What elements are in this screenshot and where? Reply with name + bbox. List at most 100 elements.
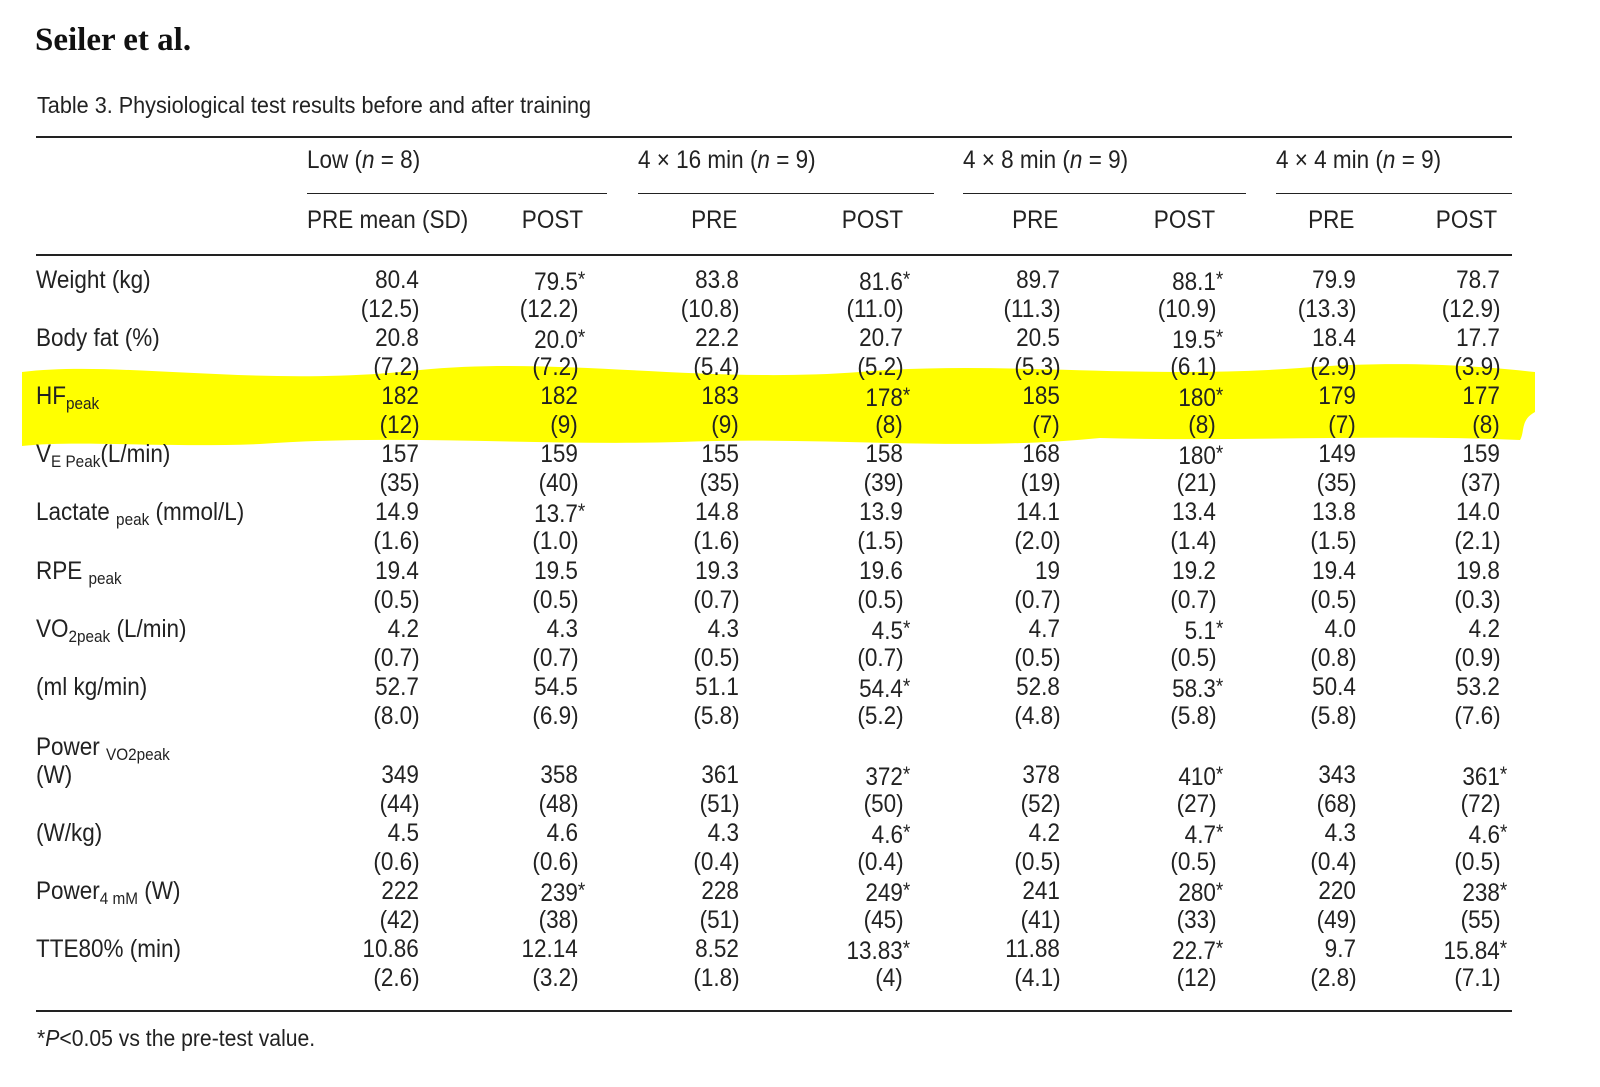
sd-value: (0.7) [692,586,740,614]
row-label: Lactate peak (mmol/L) [36,498,245,529]
mean-value: 13.4 [1172,498,1217,526]
mean-value: 19.2 [1172,557,1217,585]
mean-value: 180* [1178,442,1224,470]
mean-value: 4.3 [546,615,579,643]
mean-value: 22.2 [695,324,740,352]
column-subheader: POST [1153,206,1215,234]
mean-value: 80.4 [375,266,420,294]
mean-value: 14.1 [1016,498,1061,526]
group-header: 4 × 4 min (n = 9) [1276,146,1442,174]
group-rule-4 [1276,193,1512,194]
mean-value: 20.8 [375,324,420,352]
mean-value: 52.7 [375,673,420,701]
sd-value: (1.6) [692,527,740,555]
sd-value: (2.1) [1453,527,1501,555]
mean-value: 58.3* [1172,675,1224,703]
mean-value: 4.5* [871,617,911,645]
mean-value: 183 [701,382,740,410]
sd-value: (7.6) [1453,702,1501,730]
column-subheader: POST [521,206,583,234]
mean-value: 4.6 [546,819,579,847]
sd-value: (13.3) [1297,295,1357,323]
mean-value: 78.7 [1456,266,1501,294]
mean-value: 13.7* [534,500,586,528]
mean-value: 19 [1035,557,1061,585]
mean-value: 4.2 [1028,819,1061,847]
sd-value: (52) [1020,790,1061,818]
sd-value: (55) [1460,906,1501,934]
sd-value: (50) [863,790,904,818]
sd-value: (0.7) [1013,586,1061,614]
sd-value: (48) [538,790,579,818]
sd-value: (42) [379,906,420,934]
mean-value: 53.2 [1456,673,1501,701]
column-subheader: PRE [1011,206,1058,234]
row-label: HFpeak [36,382,100,413]
sd-value: (6.1) [1169,353,1217,381]
sd-value: (0.9) [1453,644,1501,672]
row-label: (W/kg) [36,819,103,847]
sd-value: (7.2) [531,353,579,381]
sd-value: (7.2) [372,353,420,381]
sd-value: (37) [1460,469,1501,497]
sd-value: (0.5) [531,586,579,614]
mean-value: 378 [1022,761,1061,789]
mean-value: 158 [865,440,904,468]
sd-value: (12) [379,411,420,439]
mean-value: 13.8 [1312,498,1357,526]
sd-value: (41) [1020,906,1061,934]
mean-value: 13.9 [859,498,904,526]
mean-value: 19.4 [375,557,420,585]
column-subheader: PRE mean (SD) [307,206,469,234]
sd-value: (19) [1020,469,1061,497]
sd-value: (0.5) [692,644,740,672]
row-label: Weight (kg) [36,266,151,294]
column-subheader: POST [841,206,903,234]
sd-value: (5.2) [856,353,904,381]
sd-value: (5.8) [1309,702,1357,730]
sd-value: (0.5) [1013,848,1061,876]
sd-value: (4.1) [1013,964,1061,992]
sd-value: (0.5) [1309,586,1357,614]
sd-value: (21) [1176,469,1217,497]
row-label: VE Peak(L/min) [36,440,171,471]
sd-value: (9) [550,411,579,439]
sd-value: (35) [1316,469,1357,497]
mean-value: 22.7* [1172,937,1224,965]
mean-value: 178* [865,384,911,412]
mean-value: 4.0 [1324,615,1357,643]
mean-value: 343 [1318,761,1357,789]
sd-value: (0.7) [1169,586,1217,614]
sd-value: (49) [1316,906,1357,934]
sd-value: (7) [1328,411,1357,439]
sd-value: (5.3) [1013,353,1061,381]
mean-value: 19.5* [1172,326,1224,354]
sd-value: (2.8) [1309,964,1357,992]
footnote-p: P [45,1025,60,1051]
mean-value: 52.8 [1016,673,1061,701]
mean-value: 8.52 [695,935,740,963]
mean-value: 168 [1022,440,1061,468]
mean-value: 4.5 [387,819,420,847]
table-bottom-rule [36,1010,1512,1012]
mean-value: 372* [865,763,911,791]
mean-value: 4.6* [871,821,911,849]
sd-value: (44) [379,790,420,818]
sd-value: (7) [1032,411,1061,439]
mean-value: 12.14 [521,935,579,963]
sd-value: (1.5) [1309,527,1357,555]
group-header: 4 × 16 min (n = 9) [638,146,816,174]
mean-value: 20.5 [1016,324,1061,352]
sd-value: (1.8) [692,964,740,992]
mean-value: 361 [701,761,740,789]
sd-value: (5.8) [1169,702,1217,730]
mean-value: 180* [1178,384,1224,412]
mean-value: 89.7 [1016,266,1061,294]
sd-value: (2.6) [372,964,420,992]
row-label-unit: (W) [36,761,73,789]
sd-value: (5.8) [692,702,740,730]
mean-value: 14.0 [1456,498,1501,526]
sd-value: (35) [379,469,420,497]
sd-value: (0.6) [531,848,579,876]
sd-value: (68) [1316,790,1357,818]
